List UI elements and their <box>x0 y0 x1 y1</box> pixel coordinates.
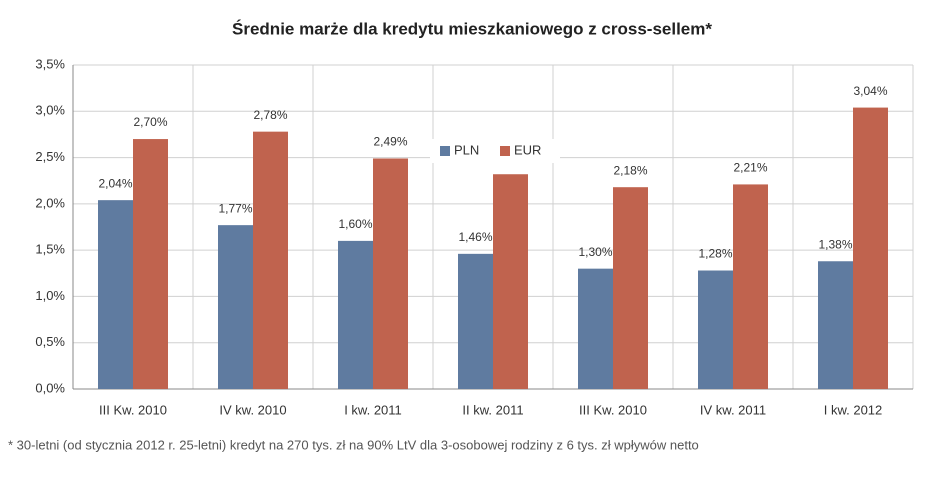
bar <box>493 174 528 389</box>
data-label: 1,28% <box>698 247 732 261</box>
bar <box>733 184 768 389</box>
y-tick-label: 1,5% <box>35 242 65 257</box>
y-tick-label: 0,0% <box>35 380 65 395</box>
data-label: 2,04% <box>98 176 132 190</box>
x-tick-label: IV kw. 2010 <box>219 402 286 417</box>
bar <box>613 187 648 389</box>
x-tick-label: I kw. 2011 <box>344 402 402 417</box>
bar <box>218 225 253 389</box>
bar <box>458 253 493 389</box>
legend-box <box>430 139 560 163</box>
legend-swatch <box>440 146 450 156</box>
data-label: 1,60% <box>338 217 372 231</box>
data-label: 3,04% <box>853 84 887 98</box>
x-tick-label: II kw. 2011 <box>462 402 523 417</box>
data-label: 1,77% <box>218 201 252 215</box>
y-tick-label: 3,5% <box>35 56 65 71</box>
y-tick-label: 2,5% <box>35 149 65 164</box>
legend-label: PLN <box>454 142 479 157</box>
legend-swatch <box>500 146 510 156</box>
x-tick-label: III Kw. 2010 <box>579 402 647 417</box>
data-label: 1,30% <box>578 245 612 259</box>
data-label: 2,70% <box>133 115 167 129</box>
bar <box>98 200 133 389</box>
bar <box>853 107 888 389</box>
bar <box>338 240 373 389</box>
data-label: 1,38% <box>818 237 852 251</box>
x-tick-label: III Kw. 2010 <box>99 402 167 417</box>
bar <box>818 261 853 389</box>
x-tick-label: I kw. 2012 <box>824 402 883 417</box>
data-label: 1,46% <box>458 230 492 244</box>
y-tick-label: 1,0% <box>35 288 65 303</box>
bar <box>578 268 613 389</box>
chart-title: Średnie marże dla kredytu mieszkaniowego… <box>232 19 712 38</box>
data-label: 2,49% <box>373 135 407 149</box>
bar <box>253 131 288 389</box>
y-tick-label: 0,5% <box>35 334 65 349</box>
y-tick-label: 3,0% <box>35 103 65 118</box>
x-tick-label: IV kw. 2011 <box>700 402 766 417</box>
data-label: 2,21% <box>733 161 767 175</box>
data-label: 2,18% <box>613 163 647 177</box>
footnote: * 30-letni (od stycznia 2012 r. 25-letni… <box>8 437 699 452</box>
bar <box>698 270 733 389</box>
legend-label: EUR <box>514 142 541 157</box>
bar <box>373 158 408 389</box>
bar <box>133 139 168 389</box>
data-label: 2,78% <box>253 108 287 122</box>
y-tick-label: 2,0% <box>35 195 65 210</box>
